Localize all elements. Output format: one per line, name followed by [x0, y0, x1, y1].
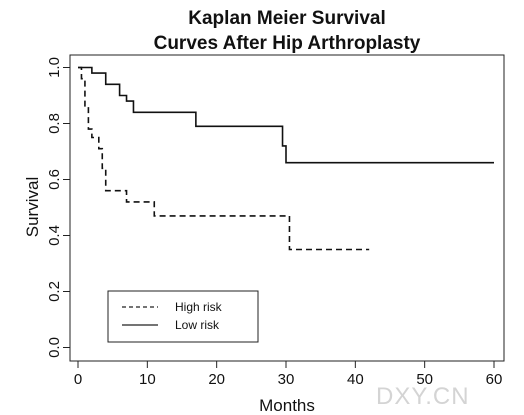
chart-title-line-2: Curves After Hip Arthroplasty — [154, 33, 421, 54]
series-high-risk-line — [78, 66, 370, 251]
y-tick-label: 1.0 — [46, 57, 63, 78]
y-axis: 0.0 0.2 0.4 0.6 0.8 1.0 — [46, 57, 71, 358]
legend-box — [107, 290, 259, 343]
x-tick-label: 60 — [486, 371, 503, 388]
legend-label-high-risk: High risk — [175, 300, 223, 314]
y-tick-label: 0.2 — [46, 281, 63, 302]
y-tick-label: 0.4 — [46, 225, 63, 246]
y-tick-label: 0.6 — [46, 169, 63, 190]
x-tick-label: 0 — [74, 371, 82, 388]
y-tick-label: 0.8 — [46, 113, 63, 134]
chart-title-line-1: Kaplan Meier Survival — [188, 8, 385, 29]
x-tick-label: 50 — [416, 371, 433, 388]
y-tick-label: 0.0 — [46, 337, 63, 358]
x-axis-title: Months — [259, 396, 315, 415]
y-axis-title: Survival — [23, 177, 42, 237]
legend-label-low-risk: Low risk — [175, 318, 220, 332]
x-tick-label: 20 — [208, 371, 225, 388]
x-axis: 0 10 20 30 40 50 60 — [74, 360, 503, 388]
watermark: DXY.CN — [376, 383, 470, 410]
x-tick-label: 10 — [139, 371, 156, 388]
legend: High risk Low risk — [107, 290, 259, 343]
x-tick-label: 30 — [278, 371, 295, 388]
series-layer — [78, 66, 494, 251]
x-tick-label: 40 — [347, 371, 364, 388]
series-low-risk-line — [78, 66, 494, 164]
